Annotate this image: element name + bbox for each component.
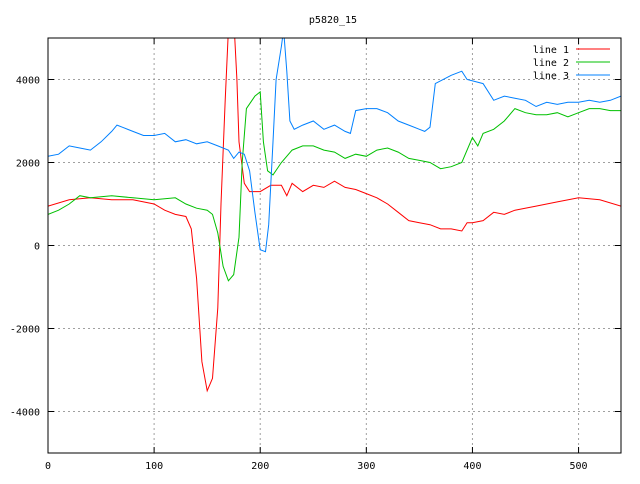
y-tick-label: 4000 <box>16 76 40 87</box>
x-tick-label: 200 <box>251 461 269 472</box>
chart-title: p5820_15 <box>309 15 357 26</box>
grid <box>48 38 621 453</box>
series-lines <box>48 38 621 393</box>
x-tick-label: 100 <box>145 461 163 472</box>
legend-label: line 3 <box>533 71 569 82</box>
series-line-2 <box>48 90 621 282</box>
x-axis: 0 100 200 300 400 500 <box>45 38 588 472</box>
plot-border <box>47 37 622 454</box>
legend-label: line 1 <box>533 45 569 56</box>
legend-label: line 2 <box>533 58 569 69</box>
series-line-1 <box>48 38 621 393</box>
y-tick-label: -4000 <box>10 408 40 419</box>
x-tick-label: 400 <box>463 461 481 472</box>
y-tick-label: 2000 <box>16 159 40 170</box>
x-tick-label: 300 <box>357 461 375 472</box>
y-tick-label: -2000 <box>10 325 40 336</box>
series-line-3 <box>48 38 621 253</box>
legend: line 1 line 2 line 3 <box>533 45 610 82</box>
x-tick-label: 0 <box>45 461 51 472</box>
x-tick-label: 500 <box>570 461 588 472</box>
y-tick-label: 0 <box>34 242 40 253</box>
y-axis: -4000 -2000 0 2000 4000 <box>10 76 621 419</box>
